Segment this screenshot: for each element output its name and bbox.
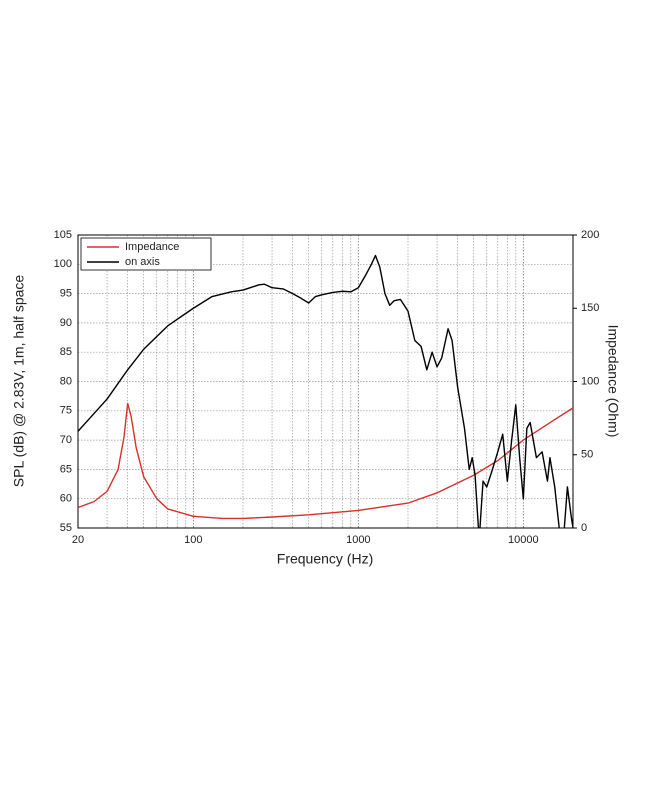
y-tick-label: 80	[60, 375, 72, 387]
x-axis-label: Frequency (Hz)	[277, 551, 373, 567]
y-tick-label: 65	[60, 463, 72, 475]
series-line	[78, 402, 573, 520]
legend-label: Impedance	[125, 241, 179, 253]
y-tick-label: 85	[60, 346, 72, 358]
y2-tick-label: 100	[581, 375, 599, 387]
y-tick-label: 75	[60, 405, 72, 417]
x-tick-label: 1000	[346, 534, 370, 546]
y-tick-label: 90	[60, 317, 72, 329]
y2-tick-label: 200	[581, 229, 599, 241]
y2-axis-label: Impedance (Ohm)	[605, 325, 621, 438]
y2-tick-label: 0	[581, 522, 587, 534]
x-tick-label: 10000	[508, 534, 539, 546]
y-tick-label: 95	[60, 288, 72, 300]
y-axis-label: SPL (dB) @ 2.83V, 1m, half space	[11, 275, 27, 488]
plot-lines	[78, 254, 573, 528]
y-tick-label: 55	[60, 522, 72, 534]
y-tick-label: 105	[54, 229, 72, 241]
y-tick-label: 70	[60, 434, 72, 446]
y2-tick-label: 150	[581, 302, 599, 314]
legend-box	[80, 237, 212, 271]
y-tick-label: 100	[54, 258, 72, 270]
plot-frame	[77, 234, 574, 529]
series-line	[78, 254, 573, 528]
y2-tick-label: 50	[581, 449, 593, 461]
x-tick-label: 100	[184, 534, 202, 546]
legend-label: on axis	[125, 256, 160, 268]
y-tick-label: 60	[60, 493, 72, 505]
x-tick-label: 20	[72, 534, 84, 546]
